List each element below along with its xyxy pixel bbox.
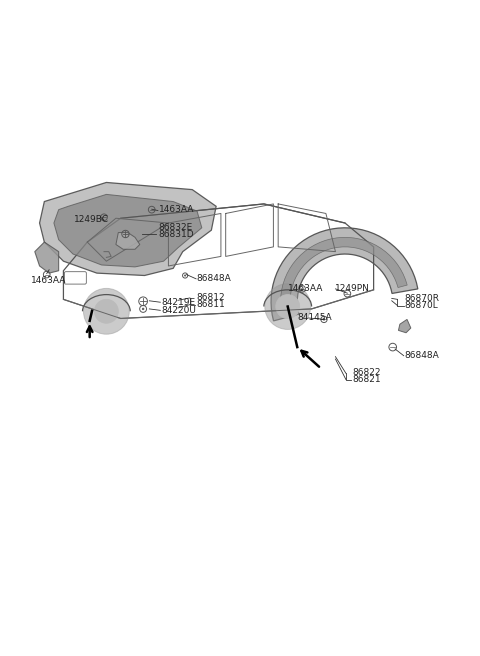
Text: 84219E: 84219E [161, 298, 195, 307]
Text: 86831D: 86831D [158, 230, 193, 239]
Circle shape [276, 295, 300, 318]
Text: 1463AA: 1463AA [31, 276, 66, 285]
Text: 84145A: 84145A [297, 314, 332, 323]
Text: 86870L: 86870L [405, 301, 438, 310]
Text: 86848A: 86848A [405, 351, 439, 360]
Text: 86812: 86812 [196, 293, 225, 302]
Circle shape [84, 289, 129, 334]
Text: 1463AA: 1463AA [288, 284, 323, 293]
Circle shape [265, 283, 311, 329]
Polygon shape [39, 182, 216, 276]
Text: 1249BC: 1249BC [74, 215, 109, 224]
Polygon shape [281, 237, 407, 313]
Text: 86870R: 86870R [405, 295, 440, 303]
Text: 1249PN: 1249PN [336, 284, 370, 293]
Text: 86821: 86821 [353, 375, 381, 384]
Circle shape [323, 319, 325, 320]
Text: 1463AA: 1463AA [159, 205, 194, 214]
Circle shape [184, 275, 186, 276]
Polygon shape [116, 233, 140, 249]
Text: 86832E: 86832E [158, 223, 192, 232]
Polygon shape [54, 194, 202, 267]
Circle shape [142, 308, 144, 310]
Polygon shape [398, 319, 411, 333]
Text: 86811: 86811 [196, 300, 225, 309]
Polygon shape [35, 242, 59, 273]
Polygon shape [271, 228, 418, 321]
Text: 84220U: 84220U [161, 306, 196, 315]
Text: 86822: 86822 [353, 369, 381, 377]
Circle shape [95, 299, 118, 323]
Text: 86848A: 86848A [196, 274, 231, 283]
